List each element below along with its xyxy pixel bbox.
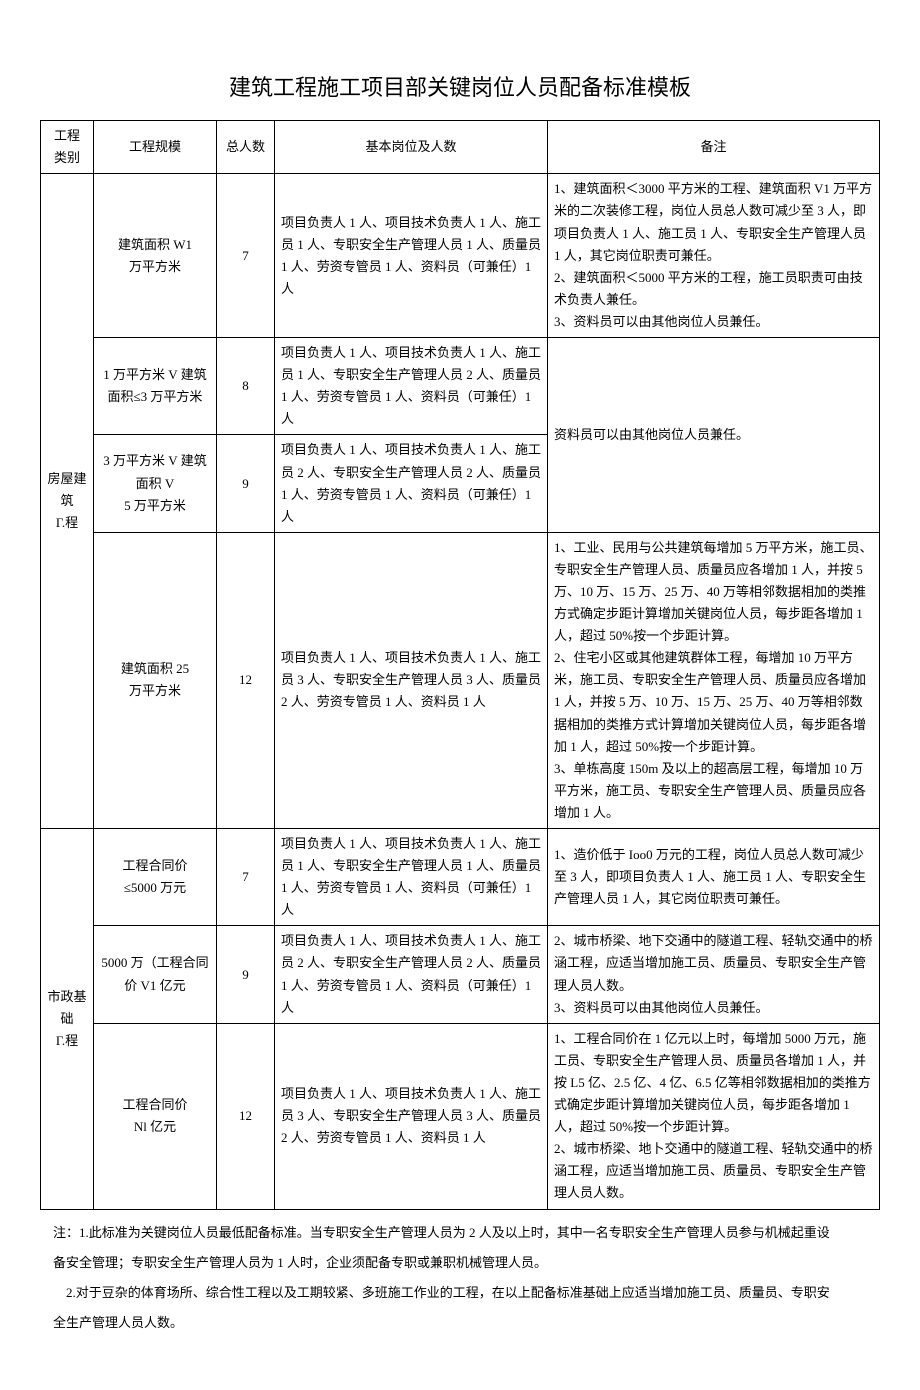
th-remark: 备注 [548,121,880,174]
cell-scale: 工程合同价Nl 亿元 [94,1023,217,1209]
cell-remark: 1、造价低于 Ioo0 万元的工程，岗位人员总人数可减少至 3 人，即项目负责人… [548,829,880,926]
table-row: 1 万平方米 V 建筑面积≤3 万平方米 8 项目负责人 1 人、项目技术负责人… [41,338,880,435]
cell-remark: 2、城市桥梁、地下交通中的隧道工程、轻轨交通中的桥涵工程，应适当增加施工员、质量… [548,926,880,1023]
cell-positions: 项目负责人 1 人、项目技术负责人 1 人、施工员 1 人、专职安全生产管理人员… [275,338,548,435]
page-title: 建筑工程施工项目部关键岗位人员配备标准模板 [40,70,880,105]
cell-scale: 建筑面积 25万平方米 [94,532,217,828]
cell-remark: 1、工程合同价在 1 亿元以上时，每增加 5000 万元，施工员、专职安全生产管… [548,1023,880,1209]
cell-remark: 资料员可以由其他岗位人员兼任。 [548,338,880,533]
cell-positions: 项目负责人 1 人、项目技术负责人 1 人、施工员 2 人、专职安全生产管理人员… [275,435,548,532]
cell-total: 12 [217,532,275,828]
cell-remark: 1、建筑面积＜3000 平方米的工程、建筑面积 V1 万平方米的二次装修工程，岗… [548,174,880,338]
cell-remark: 1、工业、民用与公共建筑每增加 5 万平方米，施工员、专职安全生产管理人员、质量… [548,532,880,828]
cell-positions: 项目负责人 1 人、项目技术负责人 1 人、施工员 2 人、专职安全生产管理人员… [275,926,548,1023]
cell-scale: 工程合同价≤5000 万元 [94,829,217,926]
footnote-line: 备安全管理；专职安全生产管理人员为 1 人时，企业须配备专职或兼职机械管理人员。 [40,1250,880,1276]
table-row: 5000 万（工程合同价 V1 亿元 9 项目负责人 1 人、项目技术负责人 1… [41,926,880,1023]
th-scale: 工程规模 [94,121,217,174]
th-positions: 基本岗位及人数 [275,121,548,174]
cell-positions: 项目负责人 1 人、项目技术负责人 1 人、施工员 3 人、专职安全生产管理人员… [275,1023,548,1209]
cell-positions: 项目负责人 1 人、项目技术负责人 1 人、施工员 3 人、专职安全生产管理人员… [275,532,548,828]
cell-category: 市政基础Γ.程 [41,829,94,1210]
th-category: 工程类别 [41,121,94,174]
cell-scale: 1 万平方米 V 建筑面积≤3 万平方米 [94,338,217,435]
cell-scale: 3 万平方米 V 建筑面积 V5 万平方米 [94,435,217,532]
table-row: 房屋建筑Γ.程 建筑面积 W1万平方米 7 项目负责人 1 人、项目技术负责人 … [41,174,880,338]
table-row: 工程合同价Nl 亿元 12 项目负责人 1 人、项目技术负责人 1 人、施工员 … [41,1023,880,1209]
cell-total: 7 [217,829,275,926]
footnote-line: 2.对于豆杂的体育场所、综合性工程以及工期较紧、多班施工作业的工程，在以上配备标… [40,1280,880,1306]
cell-total: 12 [217,1023,275,1209]
standards-table: 工程类别 工程规模 总人数 基本岗位及人数 备注 房屋建筑Γ.程 建筑面积 W1… [40,120,880,1209]
cell-total: 9 [217,435,275,532]
cell-scale: 建筑面积 W1万平方米 [94,174,217,338]
table-row: 市政基础Γ.程 工程合同价≤5000 万元 7 项目负责人 1 人、项目技术负责… [41,829,880,926]
table-row: 建筑面积 25万平方米 12 项目负责人 1 人、项目技术负责人 1 人、施工员… [41,532,880,828]
cell-positions: 项目负责人 1 人、项目技术负责人 1 人、施工员 1 人、专职安全生产管理人员… [275,174,548,338]
th-total: 总人数 [217,121,275,174]
cell-total: 8 [217,338,275,435]
table-header-row: 工程类别 工程规模 总人数 基本岗位及人数 备注 [41,121,880,174]
footnotes: 注：1.此标准为关键岗位人员最低配备标准。当专职安全生产管理人员为 2 人及以上… [40,1220,880,1336]
footnote-line: 注：1.此标准为关键岗位人员最低配备标准。当专职安全生产管理人员为 2 人及以上… [40,1220,880,1246]
cell-category: 房屋建筑Γ.程 [41,174,94,829]
cell-total: 7 [217,174,275,338]
cell-total: 9 [217,926,275,1023]
footnote-line: 全生产管理人员人数。 [40,1310,880,1336]
cell-scale: 5000 万（工程合同价 V1 亿元 [94,926,217,1023]
cell-positions: 项目负责人 1 人、项目技术负责人 1 人、施工员 1 人、专职安全生产管理人员… [275,829,548,926]
